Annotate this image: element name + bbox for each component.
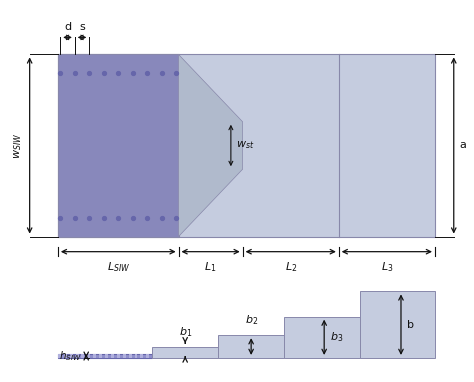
Bar [76, 354, 79, 358]
Bar [123, 354, 126, 358]
Text: b: b [407, 320, 414, 330]
Bar [218, 335, 284, 358]
Bar [284, 317, 359, 358]
Text: $b_3$: $b_3$ [330, 330, 343, 344]
Bar [99, 354, 102, 358]
Bar [111, 354, 114, 358]
Text: $L_3$: $L_3$ [381, 260, 393, 274]
Text: $w_{st}$: $w_{st}$ [236, 139, 254, 151]
Text: $L_2$: $L_2$ [284, 260, 297, 274]
Bar [359, 291, 435, 358]
Polygon shape [179, 55, 243, 236]
Bar [58, 354, 61, 358]
Text: a: a [459, 141, 466, 151]
Text: $h_{SIW}$: $h_{SIW}$ [59, 349, 82, 363]
Bar [152, 347, 218, 358]
Bar [140, 354, 143, 358]
Text: d: d [64, 23, 71, 32]
Text: s: s [79, 23, 85, 32]
Bar [82, 354, 84, 358]
Bar [58, 55, 179, 236]
Bar [70, 354, 73, 358]
Bar [105, 354, 108, 358]
Bar [117, 354, 120, 358]
Bar [87, 354, 91, 358]
Bar [146, 354, 149, 358]
Bar [64, 354, 67, 358]
Bar [135, 354, 137, 358]
Text: $b_2$: $b_2$ [245, 313, 258, 327]
Bar [58, 354, 152, 358]
Bar [93, 354, 96, 358]
Text: $b_1$: $b_1$ [179, 325, 192, 339]
Bar [58, 55, 435, 236]
Text: $L_{SIW}$: $L_{SIW}$ [107, 260, 130, 274]
Bar [128, 354, 132, 358]
Text: $L_1$: $L_1$ [204, 260, 217, 274]
Text: $w_{SIW}$: $w_{SIW}$ [12, 133, 24, 159]
